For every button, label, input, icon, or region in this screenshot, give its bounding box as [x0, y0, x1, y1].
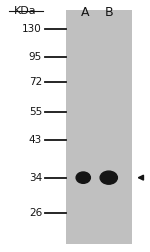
Text: 55: 55 — [29, 107, 42, 117]
Text: KDa: KDa — [14, 6, 37, 16]
Ellipse shape — [76, 172, 90, 183]
Text: B: B — [105, 6, 114, 19]
Ellipse shape — [100, 171, 117, 184]
Text: 34: 34 — [29, 173, 42, 183]
Text: 26: 26 — [29, 208, 42, 218]
Text: A: A — [81, 6, 89, 19]
Text: 72: 72 — [29, 77, 42, 87]
Text: 95: 95 — [29, 52, 42, 62]
FancyBboxPatch shape — [66, 10, 132, 244]
Text: 130: 130 — [22, 24, 42, 34]
Text: 43: 43 — [29, 135, 42, 145]
